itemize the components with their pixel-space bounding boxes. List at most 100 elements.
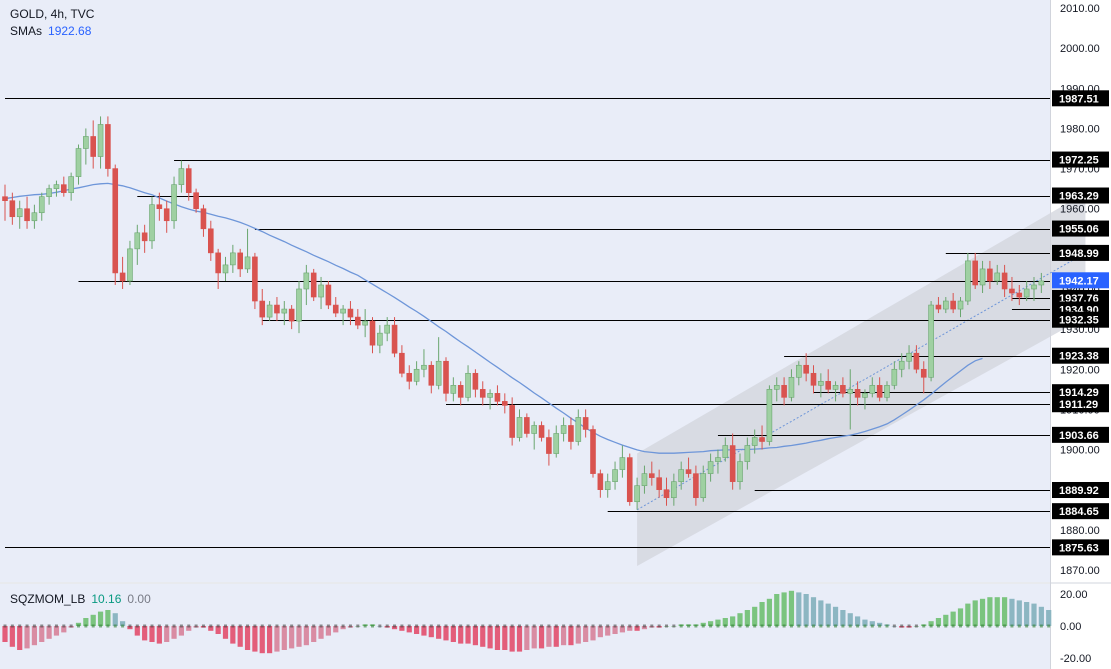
- momentum-bar: [391, 626, 398, 630]
- momentum-bar: [325, 626, 331, 636]
- current-price-badge[interactable]: [1052, 272, 1109, 289]
- momentum-bar: [53, 626, 60, 636]
- momentum-bar: [222, 626, 229, 639]
- level-price-label: 1972.25: [1059, 155, 1099, 167]
- squeeze-dot: [672, 624, 676, 628]
- momentum-bar: [494, 626, 501, 650]
- squeeze-dot: [826, 624, 830, 628]
- candle-body: [795, 364, 802, 378]
- candle-body: [16, 208, 23, 218]
- candle-body: [854, 389, 861, 398]
- regression-channel: [637, 192, 1086, 566]
- squeeze-dot: [701, 624, 705, 628]
- candle-body: [744, 445, 751, 462]
- squeeze-dot: [775, 624, 779, 628]
- momentum-bar: [546, 626, 552, 647]
- momentum-bar: [289, 626, 295, 649]
- squeeze-dot: [1017, 624, 1021, 628]
- momentum-bar: [1038, 606, 1044, 626]
- squeeze-dot: [856, 624, 860, 628]
- squeeze-dot: [841, 624, 845, 628]
- momentum-bar: [612, 626, 618, 634]
- candle-body: [847, 389, 854, 394]
- squeeze-dot: [753, 624, 757, 628]
- momentum-bar: [928, 621, 934, 626]
- momentum-bar: [1024, 602, 1030, 626]
- candle-body: [884, 385, 890, 398]
- oscillator-tick-label: 0.00: [1060, 621, 1081, 633]
- momentum-bar: [17, 626, 23, 650]
- squeeze-dot: [62, 624, 66, 628]
- squeeze-dot: [437, 624, 441, 628]
- squeeze-dot: [973, 624, 977, 628]
- candle-body: [354, 316, 361, 326]
- candle-body: [729, 445, 736, 482]
- candle-body: [553, 433, 560, 454]
- squeeze-dot: [319, 624, 323, 628]
- candle-body: [590, 429, 596, 474]
- candle-body: [788, 376, 795, 398]
- squeeze-dot: [716, 624, 720, 628]
- candle-body: [604, 481, 611, 490]
- candle-body: [193, 192, 199, 210]
- momentum-bar: [965, 603, 971, 626]
- squeeze-dot: [584, 624, 588, 628]
- momentum-bar: [605, 626, 611, 636]
- candle-body: [83, 136, 89, 149]
- momentum-bar: [708, 621, 714, 626]
- candle-body: [626, 457, 633, 503]
- candle-body: [310, 272, 317, 298]
- squeeze-dot: [429, 624, 433, 628]
- oscillator-value-2: 0.00: [127, 592, 151, 606]
- momentum-bar: [818, 600, 824, 626]
- candle-body: [391, 324, 398, 354]
- momentum-bar: [1009, 598, 1015, 626]
- squeeze-dot: [422, 624, 426, 628]
- candle-body: [60, 184, 67, 193]
- squeeze-dot: [503, 624, 507, 628]
- momentum-bar: [230, 626, 236, 644]
- candle-body: [935, 304, 942, 310]
- momentum-bar: [39, 626, 45, 642]
- candle-body: [90, 136, 96, 157]
- momentum-bar: [561, 626, 567, 646]
- level-price-badge: [1052, 311, 1109, 328]
- squeeze-dot: [334, 624, 338, 628]
- candle-body: [825, 381, 832, 390]
- squeeze-dot: [253, 624, 257, 628]
- momentum-bar: [61, 626, 67, 633]
- candle-body: [296, 288, 302, 322]
- candle-body: [898, 360, 905, 370]
- squeeze-dot: [1047, 624, 1051, 628]
- squeeze-dot: [481, 624, 485, 628]
- candle-body: [972, 260, 979, 286]
- candle-body: [178, 168, 185, 185]
- squeeze-dot: [598, 624, 602, 628]
- momentum-bar: [186, 626, 192, 631]
- candle-body: [781, 385, 787, 398]
- price-tick-label: 1900.00: [1060, 445, 1100, 457]
- candle-body: [185, 168, 192, 193]
- candle-body: [149, 204, 155, 242]
- candle-body: [516, 417, 523, 438]
- squeeze-dot: [32, 624, 36, 628]
- squeeze-dot: [260, 624, 264, 628]
- level-price-badge: [1052, 244, 1109, 261]
- candle-body: [141, 232, 148, 242]
- price-tick-label: 2000.00: [1060, 43, 1100, 55]
- candle-body: [832, 385, 839, 390]
- candle-body: [163, 208, 170, 222]
- candle-body: [671, 481, 677, 499]
- candle-body: [641, 473, 648, 486]
- squeeze-dot: [91, 624, 95, 628]
- level-price-badge: [1052, 220, 1109, 237]
- squeeze-dot: [804, 624, 808, 628]
- squeeze-dot: [569, 624, 573, 628]
- momentum-bar: [414, 626, 420, 634]
- level-price-label: 1884.65: [1059, 506, 1099, 518]
- candle-body: [377, 332, 383, 346]
- squeeze-dot: [834, 624, 838, 628]
- candle-body: [957, 300, 964, 310]
- momentum-bar: [810, 597, 817, 626]
